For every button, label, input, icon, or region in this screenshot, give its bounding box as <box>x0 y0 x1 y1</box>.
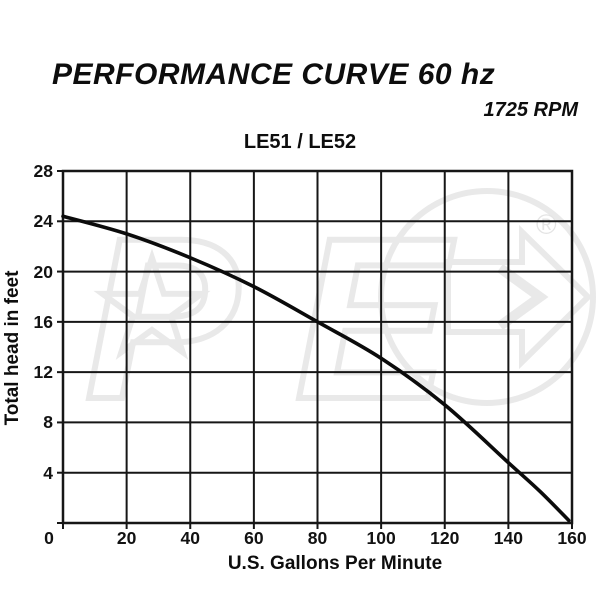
arrow-icon <box>445 224 593 370</box>
x-tick-label: 20 <box>116 528 137 548</box>
registered-trademark-icon: ® <box>536 209 557 240</box>
ped-watermark: P E ® <box>82 187 596 450</box>
x-tick-label: 160 <box>557 528 587 548</box>
performance-curve-line <box>61 214 571 523</box>
x-tick-label: 140 <box>493 528 523 548</box>
y-axis-title: Total head in feet <box>2 270 23 426</box>
x-axis-title: U.S. Gallons Per Minute <box>227 553 443 574</box>
y-tick-label: 4 <box>43 462 53 483</box>
model-label: LE51 / LE52 <box>243 131 357 153</box>
rpm-label: 1725 RPM <box>483 99 579 121</box>
page-title: PERFORMANCE CURVE 60 hz <box>52 58 496 91</box>
chevron-right-icon <box>497 263 549 331</box>
y-tick-label: 8 <box>43 412 53 433</box>
x-tick-label: 40 <box>180 528 200 548</box>
watermark-letter-p: P <box>85 190 239 447</box>
y-tick-label: 24 <box>33 211 53 232</box>
y-tick-label: 28 <box>33 161 53 181</box>
star-icon <box>93 248 211 360</box>
y-tick-label: 20 <box>33 261 53 282</box>
x-tick-label: 80 <box>307 528 328 548</box>
x-tick-label: 100 <box>366 528 396 548</box>
x-tick-label: 120 <box>430 528 460 548</box>
x-tick-label: 0 <box>44 528 54 548</box>
x-tick-label: 60 <box>244 528 264 548</box>
y-tick-label: 16 <box>33 311 53 332</box>
watermark-letter-e: E <box>295 190 455 447</box>
y-tick-label: 12 <box>33 362 53 383</box>
